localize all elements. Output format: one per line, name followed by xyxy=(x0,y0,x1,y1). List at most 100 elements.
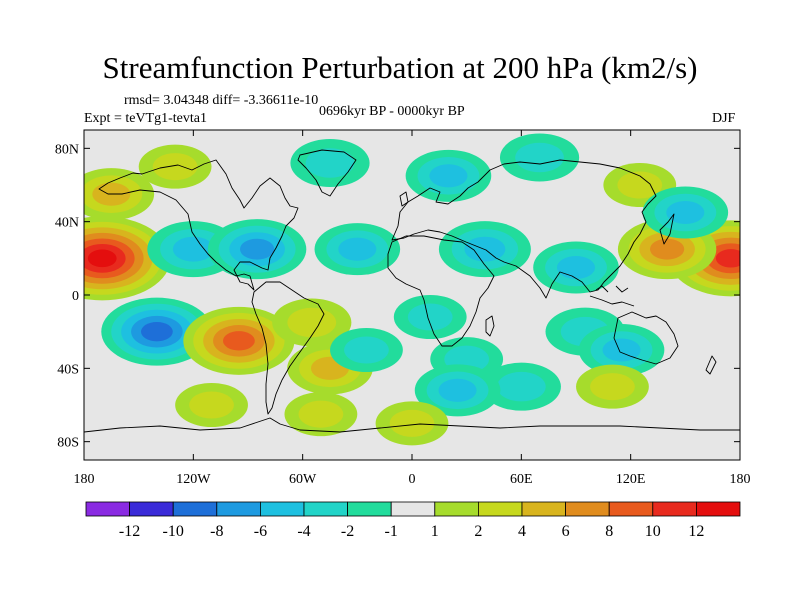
field-anomaly-5 xyxy=(138,144,212,189)
contour-level xyxy=(189,391,234,419)
contour-level xyxy=(617,171,663,199)
contour-level xyxy=(556,255,596,280)
colorbar-swatch xyxy=(434,501,479,517)
contour-level xyxy=(496,371,546,402)
contour-level xyxy=(590,373,635,401)
field-anomaly-8 xyxy=(499,133,580,182)
field-anomaly-14 xyxy=(533,241,619,294)
contour-level xyxy=(602,338,641,362)
field-anomaly-29 xyxy=(375,401,449,446)
coastlines xyxy=(84,149,740,433)
colorbar-label: -12 xyxy=(119,523,140,540)
colorbar: -12 -10 -8 -6 -4 -2 -1 1 2 4 6 8 10 12 xyxy=(85,501,741,540)
contour-level xyxy=(239,238,275,260)
field-anomaly-12 xyxy=(314,223,401,276)
lat-tick-label: 40S xyxy=(57,362,79,377)
contour-level xyxy=(172,236,214,262)
field-anomaly-25 xyxy=(414,364,501,417)
field-anomaly-28 xyxy=(284,392,358,437)
colorbar-label: -6 xyxy=(254,523,267,540)
contour-level xyxy=(141,321,173,342)
field-anomaly-11 xyxy=(207,219,307,280)
field-anomaly-7 xyxy=(405,149,492,202)
coast-new-zealand xyxy=(705,355,717,375)
colorbar-label: 1 xyxy=(431,523,439,540)
contour-level xyxy=(152,153,198,181)
contour-level xyxy=(298,400,344,428)
lat-tick-label: 80S xyxy=(57,436,79,451)
colorbar-label: 12 xyxy=(688,523,704,540)
contour-level xyxy=(429,164,468,188)
period-label: 0696kyr BP - 0000kyr BP xyxy=(319,104,465,119)
colorbar-swatch xyxy=(347,501,392,517)
season-label: DJF xyxy=(712,111,736,126)
rmsd-diff-label: rmsd= 3.04348 diff= -3.36611e-10 xyxy=(124,93,319,108)
colorbar-label: -10 xyxy=(163,523,184,540)
colorbar-swatch xyxy=(303,501,348,517)
field-anomaly-0 xyxy=(84,216,171,301)
contour-level xyxy=(87,249,117,268)
coast-eurasia xyxy=(391,159,657,299)
colorbar-swatch xyxy=(216,501,261,517)
colorbar-label: 6 xyxy=(562,523,570,540)
coast-uk xyxy=(399,191,409,207)
colorbar-swatch xyxy=(521,501,566,517)
colorbar-swatch xyxy=(477,501,523,517)
field-anomaly-2 xyxy=(617,219,717,280)
map-title: Streamfunction Perturbation at 200 hPa (… xyxy=(102,50,698,85)
coast-madagascar xyxy=(485,315,495,337)
lon-tick-label: 120E xyxy=(616,472,646,487)
coast-greenland xyxy=(297,149,357,197)
field-anomaly-16 xyxy=(183,306,295,375)
coast-south-america xyxy=(251,281,325,415)
contour-level xyxy=(438,378,477,402)
coast-australia xyxy=(613,311,679,365)
coast-antarctica xyxy=(84,417,740,433)
lat-tick-label: 80N xyxy=(55,142,79,157)
coast-africa xyxy=(387,235,495,347)
lon-tick-label: 0 xyxy=(409,472,416,487)
contour-level xyxy=(344,336,389,364)
lon-tick-label: 180 xyxy=(74,472,95,487)
contour-level xyxy=(666,200,705,225)
colorbar-swatch xyxy=(172,501,218,517)
colorbar-label: -8 xyxy=(210,523,223,540)
colorbar-swatch xyxy=(696,501,741,517)
colorbar-label: 2 xyxy=(474,523,482,540)
colorbar-swatch xyxy=(390,501,436,517)
colorbar-swatch xyxy=(608,501,654,517)
contour-level xyxy=(515,142,564,173)
lat-tick-label: 0 xyxy=(72,289,79,304)
lon-tick-label: 60E xyxy=(510,472,533,487)
axis-ticks xyxy=(83,130,741,460)
field-anomaly-27 xyxy=(175,383,248,427)
colorbar-label: -2 xyxy=(341,523,354,540)
colorbar-swatch xyxy=(85,501,130,517)
field-anomaly-24 xyxy=(481,362,561,411)
lon-tick-label: 180 xyxy=(730,472,751,487)
field-anomaly-26 xyxy=(576,364,649,409)
contour-level xyxy=(287,307,337,338)
colorbar-label: 10 xyxy=(645,523,661,540)
lat-tick-label: 40N xyxy=(55,216,79,231)
colorbar-label: -1 xyxy=(385,523,398,540)
colorbar-label: 8 xyxy=(605,523,613,540)
contour-level xyxy=(305,148,355,178)
contour-level xyxy=(715,249,740,268)
contour-level xyxy=(649,238,685,260)
lon-tick-label: 60W xyxy=(289,472,317,487)
field-anomaly-20 xyxy=(330,328,403,372)
coast-japan xyxy=(659,213,675,245)
coast-north-america xyxy=(98,159,299,291)
contour-level xyxy=(338,237,377,261)
colorbar-label: -4 xyxy=(297,523,310,540)
axis-tick-labels: 80N 40N 0 40S 80S 180 120W 60W 0 60E 120E 180 xyxy=(55,142,751,487)
contour-level xyxy=(389,409,435,437)
coast-indonesia xyxy=(589,285,635,307)
colorbar-swatch xyxy=(565,501,610,517)
field-anomaly-6 xyxy=(290,139,370,187)
lon-tick-label: 120W xyxy=(176,472,211,487)
experiment-label: Expt = teVTg1-tevta1 xyxy=(84,111,207,126)
contour-level xyxy=(407,303,453,331)
field-anomaly-15 xyxy=(101,297,213,366)
